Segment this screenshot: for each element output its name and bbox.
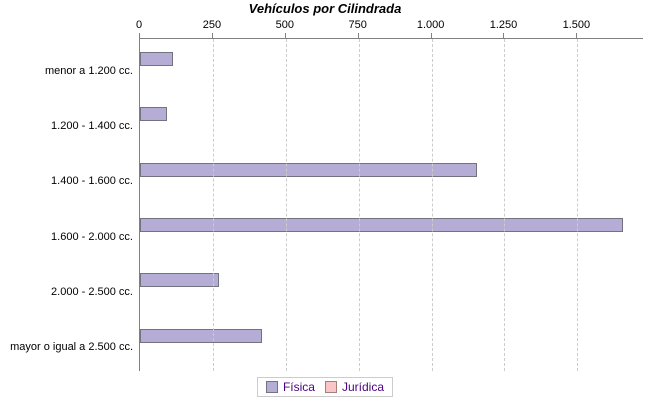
x-tick-label: 250 <box>202 19 222 31</box>
category-row <box>140 316 643 371</box>
category-label: mayor o igual a 2.500 cc. <box>10 341 133 354</box>
x-tick-mark <box>357 33 359 38</box>
legend-swatch-icon <box>265 381 278 393</box>
bar-física <box>140 273 220 288</box>
gridline <box>212 39 214 371</box>
gridline <box>431 39 433 371</box>
legend-item-física: Física <box>265 380 315 394</box>
category-row <box>140 94 643 149</box>
legend-item-jurídica: Jurídica <box>324 380 385 394</box>
gridline <box>504 39 506 371</box>
legend: Física Jurídica <box>0 377 650 397</box>
category-label: menor a 1.200 cc. <box>44 64 133 77</box>
x-tick-mark <box>139 33 140 38</box>
bar-física <box>140 328 262 343</box>
legend-swatch-icon <box>324 381 337 393</box>
x-tick-mark <box>576 33 578 38</box>
bar-física <box>140 217 624 232</box>
category-row <box>140 39 643 94</box>
category-row <box>140 150 643 205</box>
legend-label: Jurídica <box>341 380 385 394</box>
category-label: 2.000 - 2.500 cc. <box>51 285 133 298</box>
bar-física <box>140 107 167 122</box>
category-label: 1.400 - 1.600 cc. <box>51 175 133 188</box>
x-tick-label: 750 <box>348 19 367 31</box>
x-tick-mark <box>430 33 432 38</box>
x-tick-mark <box>503 33 505 38</box>
x-tick-label: 0 <box>135 19 143 31</box>
gridline <box>577 39 579 371</box>
y-axis-category-labels: menor a 1.200 cc. 1.200 - 1.400 cc. 1.400 … <box>0 38 133 370</box>
plot-area <box>139 38 643 371</box>
chart-title: Vehículos por Cilindrada <box>248 1 402 16</box>
bar-física <box>140 162 478 177</box>
category-row <box>140 260 643 315</box>
bar-física <box>140 52 173 66</box>
x-tick-mark <box>284 33 286 38</box>
gridline <box>285 39 287 371</box>
legend-label: Física <box>282 380 315 394</box>
category-label: 1.200 - 1.400 cc. <box>51 119 133 132</box>
legend-box: Física Jurídica <box>256 377 394 397</box>
x-tick-label: 1.000 <box>416 19 445 31</box>
x-tick-label: 1.250 <box>489 19 518 31</box>
x-tick-mark <box>211 33 213 38</box>
category-label: 1.600 - 2.000 cc. <box>51 230 133 243</box>
bar-rows <box>140 39 643 371</box>
x-tick-label: 1.500 <box>562 19 591 31</box>
category-row <box>140 205 643 260</box>
x-tick-label: 500 <box>275 19 294 31</box>
gridline <box>358 39 360 371</box>
